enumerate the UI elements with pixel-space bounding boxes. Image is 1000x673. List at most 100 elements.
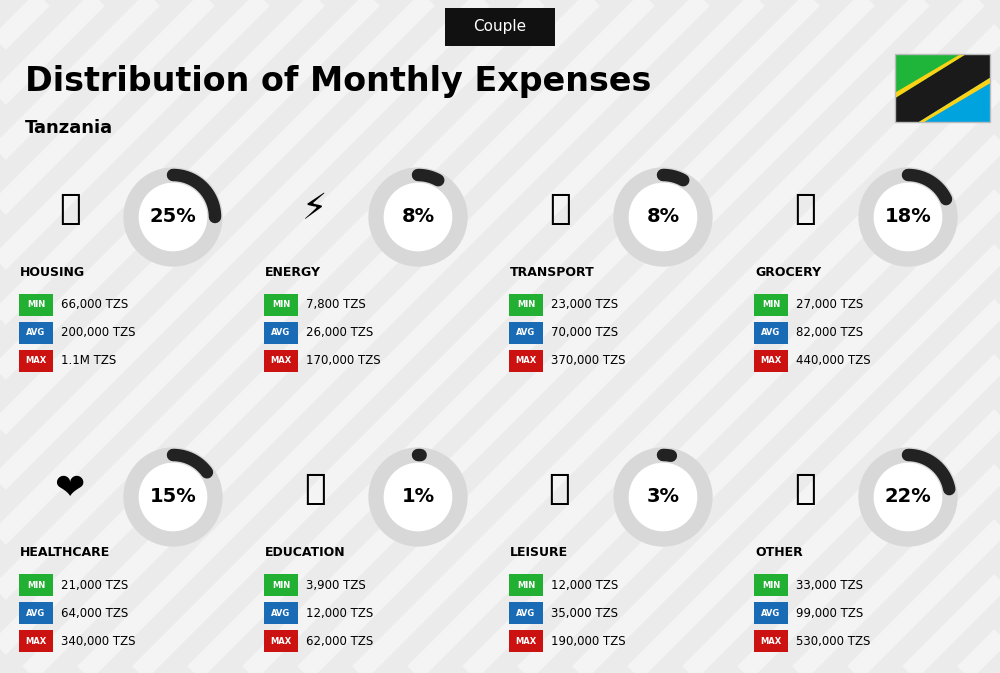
Text: AVG: AVG bbox=[761, 608, 781, 618]
FancyBboxPatch shape bbox=[754, 350, 788, 372]
Text: 22%: 22% bbox=[885, 487, 931, 507]
Text: 82,000 TZS: 82,000 TZS bbox=[796, 326, 863, 339]
Text: 25%: 25% bbox=[150, 207, 196, 227]
Text: MIN: MIN bbox=[762, 301, 780, 310]
Text: 99,000 TZS: 99,000 TZS bbox=[796, 606, 863, 620]
Text: 200,000 TZS: 200,000 TZS bbox=[61, 326, 136, 339]
FancyBboxPatch shape bbox=[754, 574, 788, 596]
Text: OTHER: OTHER bbox=[755, 546, 803, 559]
FancyBboxPatch shape bbox=[19, 322, 53, 344]
Text: GROCERY: GROCERY bbox=[755, 267, 821, 279]
Text: 💰: 💰 bbox=[794, 472, 816, 506]
Circle shape bbox=[376, 455, 460, 539]
Text: 8%: 8% bbox=[646, 207, 680, 227]
Text: AVG: AVG bbox=[761, 328, 781, 337]
Text: 🎓: 🎓 bbox=[304, 472, 326, 506]
FancyBboxPatch shape bbox=[754, 322, 788, 344]
Text: MAX: MAX bbox=[25, 637, 47, 645]
Text: MIN: MIN bbox=[27, 581, 45, 590]
Text: Tanzania: Tanzania bbox=[25, 119, 113, 137]
Text: 190,000 TZS: 190,000 TZS bbox=[551, 635, 626, 647]
Text: 7,800 TZS: 7,800 TZS bbox=[306, 299, 366, 312]
FancyBboxPatch shape bbox=[754, 294, 788, 316]
FancyBboxPatch shape bbox=[264, 630, 298, 652]
Text: Couple: Couple bbox=[473, 20, 527, 34]
Circle shape bbox=[131, 175, 215, 259]
Circle shape bbox=[621, 455, 705, 539]
Text: 370,000 TZS: 370,000 TZS bbox=[551, 355, 626, 367]
FancyBboxPatch shape bbox=[19, 602, 53, 624]
Text: AVG: AVG bbox=[26, 608, 46, 618]
Text: 3,900 TZS: 3,900 TZS bbox=[306, 579, 366, 592]
Text: 26,000 TZS: 26,000 TZS bbox=[306, 326, 373, 339]
FancyBboxPatch shape bbox=[19, 630, 53, 652]
Text: AVG: AVG bbox=[516, 608, 536, 618]
FancyBboxPatch shape bbox=[509, 350, 543, 372]
Text: 33,000 TZS: 33,000 TZS bbox=[796, 579, 863, 592]
Text: 1.1M TZS: 1.1M TZS bbox=[61, 355, 116, 367]
Polygon shape bbox=[895, 54, 966, 98]
FancyBboxPatch shape bbox=[264, 574, 298, 596]
Text: AVG: AVG bbox=[271, 328, 291, 337]
Text: HOUSING: HOUSING bbox=[20, 267, 85, 279]
Text: MIN: MIN bbox=[762, 581, 780, 590]
Circle shape bbox=[866, 175, 950, 259]
FancyBboxPatch shape bbox=[264, 322, 298, 344]
Text: 18%: 18% bbox=[885, 207, 931, 227]
FancyBboxPatch shape bbox=[19, 294, 53, 316]
Text: 🛒: 🛒 bbox=[794, 192, 816, 226]
Text: MIN: MIN bbox=[517, 301, 535, 310]
FancyBboxPatch shape bbox=[509, 574, 543, 596]
Text: 530,000 TZS: 530,000 TZS bbox=[796, 635, 870, 647]
Text: 3%: 3% bbox=[646, 487, 680, 507]
Text: AVG: AVG bbox=[26, 328, 46, 337]
Text: 🛍️: 🛍️ bbox=[549, 472, 571, 506]
Text: MAX: MAX bbox=[515, 357, 537, 365]
Text: ⚡: ⚡ bbox=[302, 192, 328, 226]
Text: 15%: 15% bbox=[150, 487, 196, 507]
Text: MAX: MAX bbox=[270, 637, 292, 645]
FancyBboxPatch shape bbox=[754, 630, 788, 652]
Text: EDUCATION: EDUCATION bbox=[265, 546, 346, 559]
Circle shape bbox=[866, 455, 950, 539]
Text: 64,000 TZS: 64,000 TZS bbox=[61, 606, 128, 620]
Text: MIN: MIN bbox=[272, 581, 290, 590]
Text: MIN: MIN bbox=[27, 301, 45, 310]
Text: AVG: AVG bbox=[271, 608, 291, 618]
Text: MAX: MAX bbox=[270, 357, 292, 365]
Text: MAX: MAX bbox=[760, 637, 782, 645]
Text: AVG: AVG bbox=[516, 328, 536, 337]
Text: 70,000 TZS: 70,000 TZS bbox=[551, 326, 618, 339]
FancyBboxPatch shape bbox=[509, 294, 543, 316]
Polygon shape bbox=[895, 54, 990, 122]
FancyBboxPatch shape bbox=[509, 630, 543, 652]
Text: ENERGY: ENERGY bbox=[265, 267, 321, 279]
Text: LEISURE: LEISURE bbox=[510, 546, 568, 559]
Text: 340,000 TZS: 340,000 TZS bbox=[61, 635, 136, 647]
FancyBboxPatch shape bbox=[264, 350, 298, 372]
Polygon shape bbox=[919, 78, 990, 122]
Polygon shape bbox=[895, 54, 990, 122]
Polygon shape bbox=[895, 54, 990, 122]
Text: 27,000 TZS: 27,000 TZS bbox=[796, 299, 863, 312]
Circle shape bbox=[376, 175, 460, 259]
Circle shape bbox=[621, 175, 705, 259]
Text: 23,000 TZS: 23,000 TZS bbox=[551, 299, 618, 312]
Text: MIN: MIN bbox=[272, 301, 290, 310]
Text: 12,000 TZS: 12,000 TZS bbox=[306, 606, 373, 620]
Text: 🚌: 🚌 bbox=[549, 192, 571, 226]
Text: HEALTHCARE: HEALTHCARE bbox=[20, 546, 110, 559]
Text: 62,000 TZS: 62,000 TZS bbox=[306, 635, 373, 647]
FancyBboxPatch shape bbox=[754, 602, 788, 624]
Text: MIN: MIN bbox=[517, 581, 535, 590]
Circle shape bbox=[131, 455, 215, 539]
Text: 35,000 TZS: 35,000 TZS bbox=[551, 606, 618, 620]
Text: 21,000 TZS: 21,000 TZS bbox=[61, 579, 128, 592]
Text: TRANSPORT: TRANSPORT bbox=[510, 267, 595, 279]
Text: MAX: MAX bbox=[760, 357, 782, 365]
Text: MAX: MAX bbox=[25, 357, 47, 365]
Text: 440,000 TZS: 440,000 TZS bbox=[796, 355, 871, 367]
Text: 12,000 TZS: 12,000 TZS bbox=[551, 579, 618, 592]
Text: 66,000 TZS: 66,000 TZS bbox=[61, 299, 128, 312]
FancyBboxPatch shape bbox=[264, 602, 298, 624]
